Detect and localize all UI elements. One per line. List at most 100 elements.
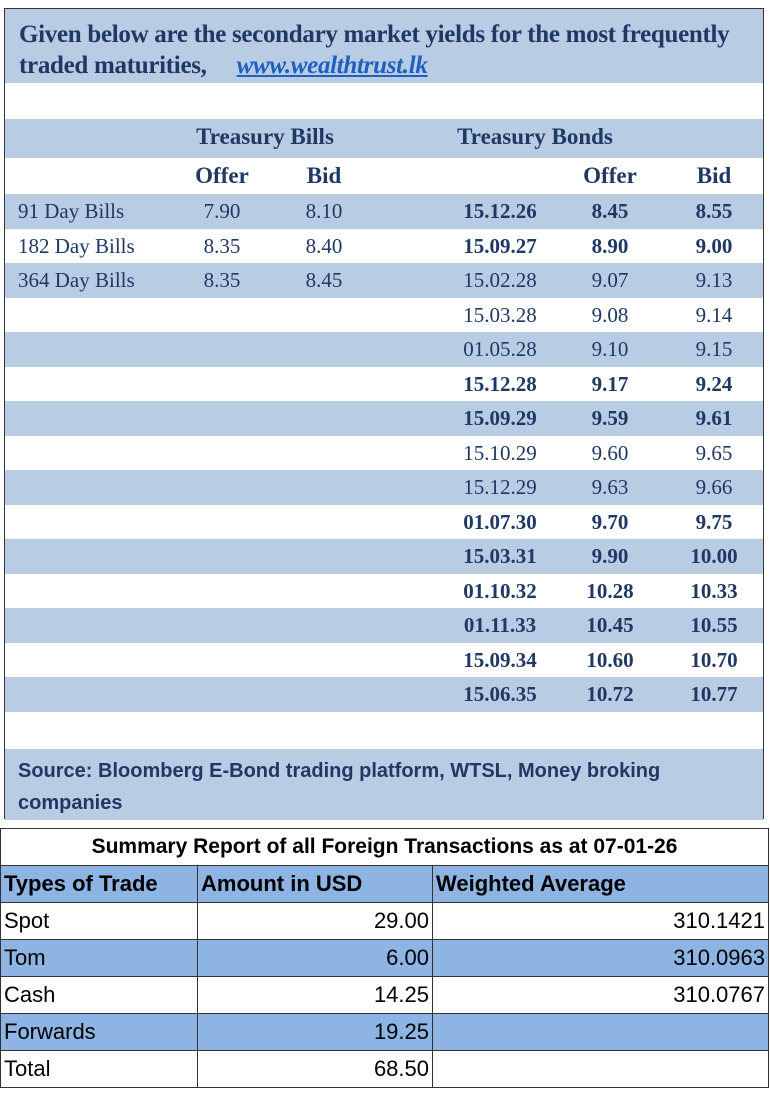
bond-bid: 9.66: [695, 475, 733, 499]
bond-maturity: 15.12.26: [463, 199, 537, 223]
bond-offer: 8.45: [591, 199, 629, 223]
bond-offer: 9.90: [591, 544, 629, 568]
bond-maturity: 15.09.27: [463, 233, 537, 258]
bond-bid: 9.61: [695, 406, 733, 430]
yield-row: 01.07.30 9.70 9.75: [5, 505, 763, 540]
bond-bid: 9.00: [695, 233, 733, 258]
fx-type: Tom: [0, 939, 198, 977]
yield-row: 15.10.29 9.60 9.65: [5, 436, 763, 471]
bill-label: 364 Day Bills: [18, 268, 135, 292]
bond-maturity: 15.12.28: [463, 371, 537, 396]
yield-row: 01.10.32 10.28 10.33: [5, 574, 763, 609]
bond-offer: 10.45: [586, 613, 634, 637]
bond-offer: 9.63: [591, 475, 629, 499]
bond-offer: 9.07: [591, 268, 629, 292]
bill-offer: 7.90: [203, 199, 241, 223]
bonds-bid-header: Bid: [696, 163, 732, 188]
yield-row: 15.03.28 9.08 9.14: [5, 298, 763, 333]
bond-maturity: 15.10.29: [463, 440, 537, 465]
bond-offer: 10.28: [586, 578, 634, 603]
fx-amount: 19.25: [197, 1013, 433, 1051]
fx-type: Cash: [0, 976, 198, 1014]
bond-offer: 9.08: [591, 302, 629, 327]
bond-maturity: 01.11.33: [463, 613, 537, 637]
bond-maturity: 15.03.31: [463, 544, 537, 568]
yield-row: 15.03.31 9.90 10.00: [5, 539, 763, 574]
bill-offer: 8.35: [203, 233, 241, 258]
fx-col-amount: Amount in USD: [197, 865, 433, 903]
bond-maturity: 15.09.29: [463, 406, 537, 430]
bond-offer: 10.60: [586, 647, 634, 672]
bond-maturity: 15.03.28: [463, 302, 537, 327]
bill-label: 91 Day Bills: [18, 199, 125, 223]
yield-row: 182 Day Bills 8.35 8.40 15.09.27 8.90 9.00: [5, 229, 763, 264]
bills-bid-header: Bid: [306, 163, 342, 188]
bond-offer: 9.60: [591, 440, 629, 465]
bond-maturity: 15.09.34: [463, 647, 537, 672]
column-header-row: Offer Bid Offer Bid: [5, 158, 763, 194]
bond-bid: 9.15: [695, 337, 733, 361]
bond-offer: 9.10: [591, 337, 629, 361]
section-header-row: Treasury Bills Treasury Bonds: [5, 119, 763, 158]
source-note: Source: Bloomberg E-Bond trading platfor…: [5, 749, 763, 820]
bill-bid: 8.45: [305, 268, 343, 292]
foreign-transactions-summary: Summary Report of all Foreign Transactio…: [0, 828, 770, 1106]
fx-row: Cash 14.25 310.0767: [0, 976, 769, 1014]
bond-bid: 9.65: [695, 440, 733, 465]
yield-row: 15.12.29 9.63 9.66: [5, 470, 763, 505]
bill-label: 182 Day Bills: [18, 233, 135, 258]
bond-bid: 9.14: [695, 302, 733, 327]
fx-amount: 68.50: [197, 1050, 433, 1088]
bonds-offer-header: Offer: [583, 163, 637, 188]
bond-bid: 9.24: [695, 371, 733, 396]
fx-type: Total: [0, 1050, 198, 1088]
bond-bid: 10.33: [690, 578, 738, 603]
bond-maturity: 15.02.28: [463, 268, 537, 292]
fx-wavg: 310.0963: [432, 939, 769, 977]
bond-offer: 10.72: [586, 682, 634, 706]
fx-col-type: Types of Trade: [0, 865, 198, 903]
yield-row: 15.12.28 9.17 9.24: [5, 367, 763, 402]
yield-row: 01.05.28 9.10 9.15: [5, 332, 763, 367]
fx-col-wavg: Weighted Average: [432, 865, 769, 903]
yield-row: 15.09.29 9.59 9.61: [5, 401, 763, 436]
bond-offer: 9.70: [591, 509, 629, 534]
fx-type: Spot: [0, 902, 198, 940]
bill-bid: 8.40: [305, 233, 343, 258]
fx-row: Tom 6.00 310.0963: [0, 939, 769, 977]
treasury-bills-heading: Treasury Bills: [196, 124, 334, 149]
treasury-bonds-heading: Treasury Bonds: [457, 124, 613, 149]
fx-title: Summary Report of all Foreign Transactio…: [0, 828, 769, 866]
fx-wavg: [432, 1013, 769, 1051]
yield-row: 15.06.35 10.72 10.77: [5, 677, 763, 712]
bond-maturity: 01.07.30: [463, 509, 537, 534]
bond-offer: 9.59: [591, 406, 629, 430]
bond-maturity: 15.06.35: [463, 682, 537, 706]
fx-wavg: [432, 1050, 769, 1088]
bill-offer: 8.35: [203, 268, 241, 292]
fx-wavg: 310.1421: [432, 902, 769, 940]
intro-text: Given below are the secondary market yie…: [19, 21, 730, 79]
fx-row: Forwards 19.25: [0, 1013, 769, 1051]
wealthtrust-link[interactable]: www.wealthtrust.lk: [236, 52, 428, 79]
bond-bid: 9.75: [695, 509, 733, 534]
fx-row: Spot 29.00 310.1421: [0, 902, 769, 940]
bond-bid: 10.55: [690, 613, 738, 637]
fx-type: Forwards: [0, 1013, 198, 1051]
bond-maturity: 01.05.28: [463, 337, 537, 361]
bond-offer: 9.17: [591, 371, 629, 396]
bill-bid: 8.10: [305, 199, 343, 223]
bond-bid: 10.70: [690, 647, 738, 672]
bond-maturity: 01.10.32: [463, 578, 537, 603]
bond-maturity: 15.12.29: [463, 475, 537, 499]
intro-band: Given below are the secondary market yie…: [5, 9, 763, 83]
bond-bid: 9.13: [695, 268, 733, 292]
bond-offer: 8.90: [591, 233, 629, 258]
yield-row: 91 Day Bills 7.90 8.10 15.12.26 8.45 8.55: [5, 194, 763, 229]
fx-row: Total 68.50: [0, 1050, 769, 1088]
fx-amount: 29.00: [197, 902, 433, 940]
bills-offer-header: Offer: [195, 163, 249, 188]
fx-amount: 14.25: [197, 976, 433, 1014]
secondary-market-yields-panel: Given below are the secondary market yie…: [4, 8, 764, 820]
bond-bid: 10.00: [690, 544, 738, 568]
